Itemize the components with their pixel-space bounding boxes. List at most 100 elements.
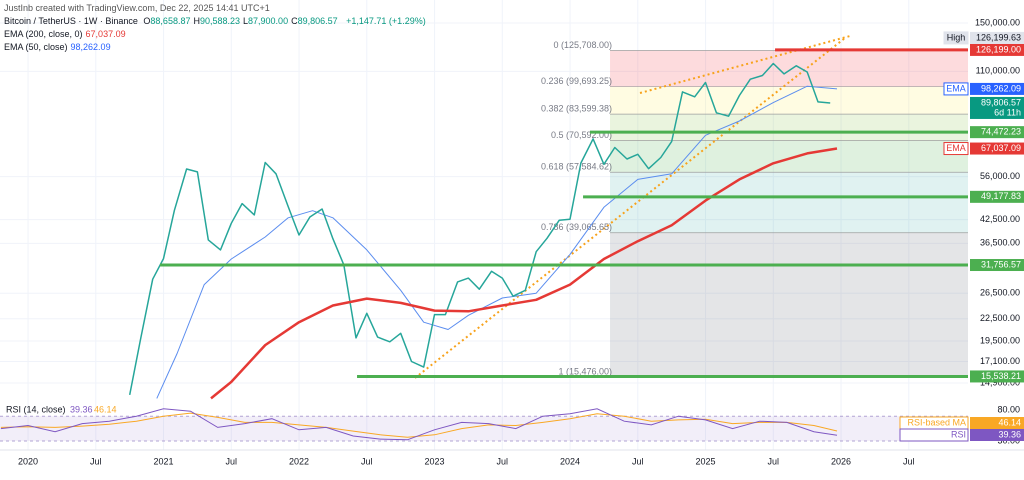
price-tag-label: 49,177.83 (981, 191, 1021, 201)
price-tag-label: 67,037.09 (981, 143, 1021, 153)
ohlc-value: 90,588.23 (199, 16, 241, 26)
price-tag (970, 82, 1024, 95)
rsi-title: RSI (14, close) (6, 404, 66, 414)
layer: 0 (125,708.00) 0.236 (99,693.25) 0.382 (83… (0, 40, 968, 441)
tag-box (943, 31, 969, 45)
price-tag (970, 190, 1024, 203)
price-tag (970, 31, 1024, 44)
credit: JustInb created with TradingView.com, De… (4, 3, 270, 13)
y-tick-label: 42,500.00 (980, 214, 1020, 224)
x-tick-label: Jul (632, 456, 644, 466)
price-line (128, 62, 831, 396)
legend-value: 67,037.09 (85, 29, 126, 39)
tag-box (943, 142, 969, 156)
fib-zone (610, 86, 968, 115)
price-tag-label: 126,199.00 (976, 44, 1021, 54)
fib-label: 0.786 (39,065.65) (541, 222, 612, 232)
rsi-band (0, 416, 968, 441)
x-tick-label: 2020 (18, 456, 38, 466)
symbol-line: Bitcoin / TetherUS · 1W · Binance O88,65… (4, 15, 429, 28)
price-tag (970, 142, 1024, 155)
rsi-tag (970, 429, 1024, 441)
tag-name: High (947, 32, 966, 42)
change: +1,147.71 (+1.29%) (346, 16, 426, 26)
x-tick-label: Jul (226, 456, 238, 466)
x-tick-label: Jul (90, 456, 102, 466)
fib-label: 0.382 (83,599.38) (541, 103, 612, 113)
ohlc-key: L (243, 16, 249, 26)
y-tick-label: 19,500.00 (980, 335, 1020, 345)
fib-label: 1 (15,476.00) (558, 366, 612, 376)
price-tag-label: 89,806.57 (981, 97, 1021, 107)
tag-name: EMA (946, 143, 966, 153)
ohlc-key: O (143, 16, 151, 26)
x-tick-label: 2025 (696, 456, 716, 466)
price-tag (970, 259, 1024, 272)
rsi-tag-label: 46.14 (998, 417, 1021, 427)
y-tick-label: 150,000.00 (975, 17, 1020, 27)
ohlc: O88,658.87 H90,588.23 L87,900.00 C89,806.57 (143, 16, 340, 26)
price-tag (970, 370, 1024, 383)
symbol-title: Bitcoin / TetherUS · 1W · Binance (4, 16, 138, 26)
legend-name: EMA (200, close, 0) (4, 29, 83, 39)
fib-label: 0.5 (70,592.00) (551, 130, 612, 140)
rsi-tag-name-box (899, 428, 969, 442)
fib-zone (610, 50, 968, 87)
fib-zone (610, 114, 968, 141)
rsi-readout: 39.36 (70, 404, 93, 414)
rsi-readout: 46.14 (94, 404, 117, 414)
fib-zone (610, 232, 968, 378)
price-axis (968, 0, 1024, 480)
x-tick-label: Jul (903, 456, 915, 466)
price-tag-label: 126,199.63 (976, 32, 1021, 42)
x-tick-label: Jul (497, 456, 509, 466)
countdown: 6d 11h (994, 107, 1021, 117)
price-tag-label: 74,472.23 (981, 127, 1021, 137)
x-tick-label: 2026 (831, 456, 851, 466)
x-tick-label: 2023 (425, 456, 445, 466)
price-tag (970, 96, 1024, 119)
price-tag (970, 126, 1024, 139)
fib-label: 0 (125,708.00) (553, 40, 612, 50)
rsi-tag-label: 39.36 (998, 429, 1021, 439)
x-tick-label: 2024 (560, 456, 580, 466)
y-tick-label: 17,100.00 (980, 356, 1020, 366)
ohlc-value: 88,658.87 (150, 16, 191, 26)
legend-value: 98,262.09 (70, 42, 111, 52)
price-tag (970, 43, 1024, 56)
ema-line (210, 147, 838, 400)
rsi-tick-label: 80.00 (997, 404, 1020, 414)
tag-box (943, 82, 969, 96)
y-tick-label: 22,500.00 (980, 313, 1020, 323)
rsi-tag-name: RSI-based MA (907, 417, 966, 427)
tag-name: EMA (946, 83, 966, 93)
fib-zone (610, 140, 968, 173)
price-tag-label: 31,756.57 (981, 259, 1021, 269)
header: JustInb created with TradingView.com, De… (4, 2, 429, 54)
ohlc-value: 89,806.57 (297, 16, 338, 26)
ema50-legend: EMA (50, close) 98,262.09 (4, 41, 429, 54)
x-tick-label: Jul (768, 456, 780, 466)
y-tick-label: 26,500.00 (980, 288, 1020, 298)
fib-zone (610, 172, 968, 233)
fib-label: 0.236 (99,693.25) (541, 76, 612, 86)
legend-name: EMA (50, close) (4, 42, 68, 52)
y-tick-label: 110,000.00 (976, 66, 1020, 76)
ohlc-key: H (193, 16, 200, 26)
fib-label: 0.618 (57,584.62) (541, 162, 612, 172)
x-tick-label: 2021 (154, 456, 174, 466)
ohlc-key: C (291, 16, 298, 26)
x-tick-label: 2022 (289, 456, 309, 466)
layer: 150,000.00 110,000.00 56,000.00 42,500.00 36… (6, 17, 1024, 466)
rsi-tag-name: RSI (951, 429, 966, 439)
y-tick-label: 56,000.00 (980, 171, 1020, 181)
rsi-tag (970, 417, 1024, 429)
trendline (414, 37, 846, 379)
price-tag-label: 15,538.21 (981, 371, 1021, 381)
trendline (639, 35, 851, 94)
x-tick-label: Jul (361, 456, 373, 466)
ohlc-value: 87,900.00 (248, 16, 289, 26)
